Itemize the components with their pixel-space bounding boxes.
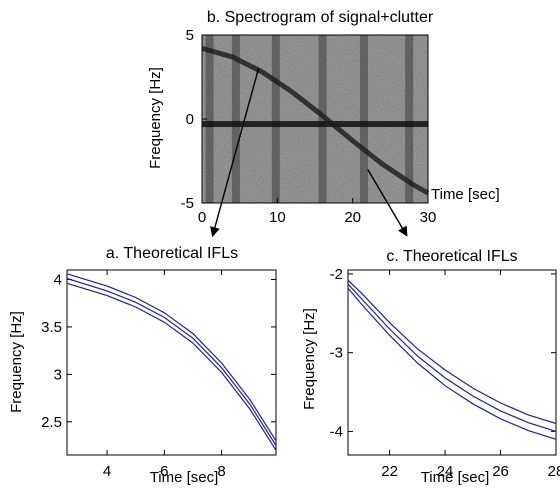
ifl-line — [347, 287, 557, 440]
ifl-c-panel: c. Theoretical IFLs 22 24 26 28 -2 -3 -4 Time … — [301, 248, 560, 486]
ifl-line — [66, 273, 277, 442]
y-tick-label: 3 — [54, 366, 62, 383]
ifl-a-panel: a. Theoretical IFLs 4 6 8 4 3.5 3 2.5 Time [se… — [8, 245, 277, 486]
x-tick-label: 8 — [217, 463, 225, 480]
ifl-a-xlabel: Time [sec] — [150, 469, 219, 486]
y-tick-label: 4 — [54, 271, 62, 288]
ifl-c-ylabel: Frequency [Hz] — [301, 308, 318, 410]
x-tick-label: 22 — [381, 463, 398, 480]
x-tick-label: 6 — [160, 463, 168, 480]
ifl-a-ylabel: Frequency [Hz] — [8, 311, 25, 413]
ifl-c-title: c. Theoretical IFLs — [386, 248, 517, 265]
ifl-line — [347, 279, 557, 425]
y-tick-label: 0 — [186, 111, 194, 128]
x-tick-label: 4 — [103, 463, 111, 480]
time-stripe — [231, 35, 240, 203]
ifl-track — [201, 45, 430, 196]
y-tick-label: -5 — [181, 195, 194, 212]
spectrogram-title: b. Spectrogram of signal+clutter — [207, 9, 434, 26]
x-tick-label: 28 — [548, 463, 560, 480]
spectrogram-image — [201, 34, 430, 204]
time-stripe — [271, 35, 280, 203]
y-tick-label: -3 — [330, 345, 343, 362]
x-tick-label: 30 — [420, 209, 437, 226]
ifl-a-title: a. Theoretical IFLs — [106, 245, 238, 262]
annotation-arrow — [367, 169, 408, 237]
ifl-line — [347, 283, 557, 432]
ifl-line — [66, 282, 277, 451]
plot-frame — [347, 269, 557, 456]
time-stripe — [405, 35, 414, 203]
spectrogram-panel: b. Spectrogram of signal+clutter 0 10 20 30… — [147, 9, 500, 238]
spectrogram-xlabel: Time [sec] — [431, 186, 500, 203]
x-tick-label: 20 — [344, 209, 361, 226]
annotation-arrows — [210, 68, 408, 238]
annotation-arrow — [210, 68, 260, 238]
time-stripe — [359, 35, 368, 203]
clutter-band — [202, 121, 428, 128]
y-tick-label: 5 — [186, 27, 194, 44]
y-tick-label: 3.5 — [41, 319, 62, 336]
time-stripe — [205, 35, 214, 203]
x-tick-label: 10 — [269, 209, 286, 226]
x-tick-label: 0 — [198, 209, 206, 226]
y-tick-label: -4 — [330, 423, 343, 440]
x-tick-label: 26 — [492, 463, 509, 480]
time-stripe — [318, 35, 327, 203]
ifl-c-xlabel: Time [sec] — [421, 469, 490, 486]
spectrogram-ylabel: Frequency [Hz] — [147, 67, 164, 169]
y-tick-label: -2 — [330, 266, 343, 283]
ifl-c-plot: 22 24 26 28 -2 -3 -4 — [330, 266, 560, 480]
plot-frame — [66, 269, 277, 456]
ifl-a-plot: 4 6 8 4 3.5 3 2.5 — [41, 269, 277, 480]
ifl-line — [66, 277, 277, 446]
x-tick-label: 24 — [437, 463, 454, 480]
y-tick-label: 2.5 — [41, 414, 62, 431]
